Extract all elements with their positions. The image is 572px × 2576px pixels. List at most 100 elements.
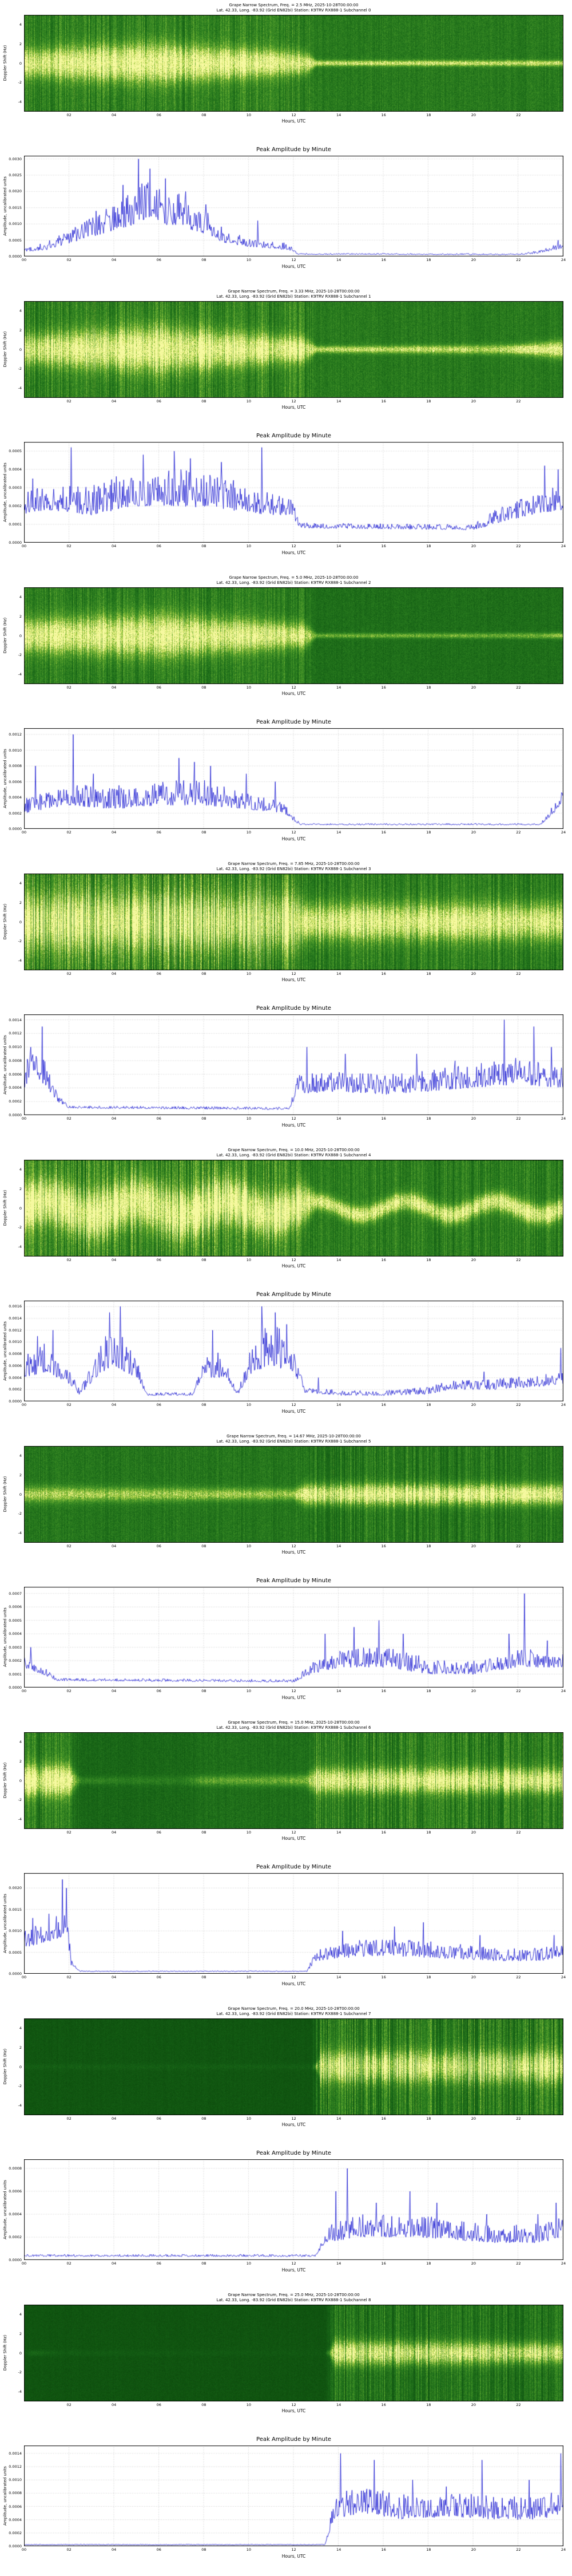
x-tick-label: 00 [21, 1116, 27, 1121]
y-tick-label: 0.0016 [9, 1304, 22, 1309]
spectrogram-title-line2: Lat. 42.33, Long. -83.92 (Grid EN82bi) S… [216, 7, 371, 13]
x-tick-label: 06 [156, 1258, 161, 1262]
x-tick-label: 04 [112, 685, 117, 690]
x-tick-label: 14 [336, 1975, 341, 1980]
x-tick-label: 16 [381, 544, 386, 548]
x-axis-label: Hours, UTC [281, 1409, 306, 1414]
x-tick-label: 12 [291, 1689, 296, 1693]
spectrogram-subchannel-3: Grape Narrow Spectrum, Freq. = 7.85 MHz,… [0, 859, 572, 1002]
y-tick-label: 0.0030 [9, 156, 22, 161]
amplitude-title: Peak Amplitude by Minute [256, 1578, 331, 1584]
x-tick-label: 20 [471, 258, 476, 262]
amplitude-subchannel-2: Peak Amplitude by Minute Amplitude, unca… [0, 716, 572, 859]
spectrogram-title-line1: Grape Narrow Spectrum, Freq. = 10.0 MHz,… [228, 1148, 360, 1152]
x-tick-label: 22 [516, 1544, 521, 1548]
x-tick-label: 04 [112, 258, 117, 262]
x-tick-label: 04 [112, 1544, 117, 1548]
x-tick-label: 22 [516, 2403, 521, 2407]
x-tick-label: 14 [336, 830, 341, 835]
x-tick-label: 20 [471, 685, 476, 690]
x-tick-label: 02 [66, 1689, 72, 1693]
x-tick-label: 02 [66, 1544, 72, 1548]
spectrogram-canvas [24, 1732, 563, 1829]
x-tick-label: 02 [66, 1975, 72, 1980]
y-tick-label: 4 [19, 880, 22, 886]
x-tick-label: 06 [156, 1116, 161, 1121]
y-tick-label: 0 [19, 2064, 22, 2069]
x-tick-label: 00 [21, 1975, 27, 1980]
x-tick-label: 16 [381, 113, 386, 117]
x-tick-label: 22 [516, 685, 521, 690]
x-tick-label: 18 [426, 971, 431, 976]
x-tick-label: 04 [112, 2116, 117, 2121]
x-tick-label: 20 [471, 544, 476, 548]
x-tick-label: 10 [246, 399, 252, 404]
y-tick-label: 0.0008 [9, 764, 22, 768]
y-tick-label: 4 [19, 1453, 22, 1458]
x-tick-label: 18 [426, 1258, 431, 1262]
x-tick-label: 18 [426, 1544, 431, 1548]
y-tick-label: 0 [19, 919, 22, 924]
amplitude-subchannel-7: Peak Amplitude by Minute Amplitude, unca… [0, 2147, 572, 2290]
x-tick-label: 06 [156, 258, 161, 262]
x-tick-label: 00 [21, 258, 27, 262]
x-tick-label: 02 [66, 258, 72, 262]
x-tick-label: 04 [112, 2261, 117, 2266]
y-tick-label: -2 [18, 1797, 22, 1803]
spectrogram-subchannel-7: Grape Narrow Spectrum, Freq. = 20.0 MHz,… [0, 2004, 572, 2147]
x-tick-label: 14 [336, 2547, 341, 2552]
y-tick-label: 0.0002 [9, 2530, 22, 2535]
x-tick-label: 14 [336, 2116, 341, 2121]
x-tick-label: 04 [112, 399, 117, 404]
x-tick-label: 20 [471, 2116, 476, 2121]
x-tick-label: 00 [21, 830, 27, 835]
y-tick-label: 0.0000 [9, 2258, 22, 2262]
spectrogram-subchannel-0: Grape Narrow Spectrum, Freq. = 2.5 MHz, … [0, 0, 572, 143]
x-tick-label: 00 [21, 1689, 27, 1693]
x-tick-label: 20 [471, 2403, 476, 2407]
x-tick-label: 22 [516, 1689, 521, 1693]
x-tick-label: 00 [21, 2547, 27, 2552]
x-tick-label: 12 [291, 2261, 296, 2266]
y-tick-label: 0.0000 [9, 1399, 22, 1404]
line-chart-canvas [24, 1301, 563, 1401]
x-tick-label: 22 [516, 1116, 521, 1121]
x-tick-label: 04 [112, 2547, 117, 2552]
spectrogram-title-line2: Lat. 42.33, Long. -83.92 (Grid EN82bi) S… [216, 2011, 371, 2016]
y-tick-label: 0.0003 [9, 1645, 22, 1650]
x-tick-label: 10 [246, 113, 252, 117]
spectrogram-subchannel-4: Grape Narrow Spectrum, Freq. = 10.0 MHz,… [0, 1145, 572, 1288]
x-tick-label: 20 [471, 1689, 476, 1693]
y-tick-label: 0.0000 [9, 540, 22, 545]
x-tick-label: 06 [156, 1975, 161, 1980]
y-tick-label: -4 [18, 1817, 22, 1822]
x-tick-label: 10 [246, 685, 252, 690]
x-tick-label: 08 [201, 544, 206, 548]
x-tick-label: 08 [201, 1116, 206, 1121]
x-tick-label: 16 [381, 2116, 386, 2121]
x-tick-label: 14 [336, 2403, 341, 2407]
x-tick-label: 06 [156, 544, 161, 548]
y-tick-label: 0 [19, 1492, 22, 1497]
x-tick-label: 20 [471, 1975, 476, 1980]
y-tick-label: 0 [19, 633, 22, 638]
x-tick-label: 20 [471, 2547, 476, 2552]
y-tick-label: 0.0004 [9, 1375, 22, 1380]
y-tick-label: 4 [19, 2312, 22, 2317]
spectrogram-title-line1: Grape Narrow Spectrum, Freq. = 20.0 MHz,… [228, 2006, 360, 2011]
amplitude-title: Peak Amplitude by Minute [256, 433, 331, 439]
x-tick-label: 14 [336, 685, 341, 690]
x-tick-label: 10 [246, 1689, 252, 1693]
x-tick-label: 10 [246, 1830, 252, 1835]
line-chart-canvas [24, 1873, 563, 1974]
x-tick-label: 24 [561, 1689, 566, 1693]
y-tick-label: 2 [19, 327, 22, 333]
x-tick-label: 08 [201, 1830, 206, 1835]
x-tick-label: 16 [381, 1116, 386, 1121]
spectrogram-title-line2: Lat. 42.33, Long. -83.92 (Grid EN82bi) S… [216, 866, 371, 871]
x-tick-label: 02 [66, 399, 72, 404]
x-tick-label: 14 [336, 1830, 341, 1835]
y-tick-label: 2 [19, 41, 22, 46]
x-tick-label: 02 [66, 1116, 72, 1121]
x-tick-label: 16 [381, 971, 386, 976]
